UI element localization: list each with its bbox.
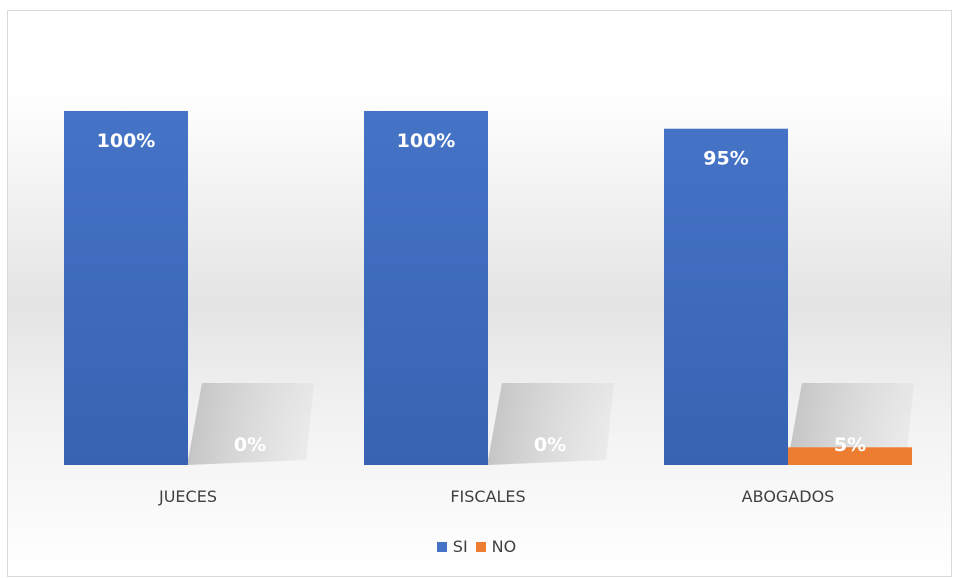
legend-item-no: NO — [475, 537, 517, 556]
bar-si-jueces — [64, 111, 188, 465]
bars — [64, 111, 912, 465]
data-label-no-fiscales: 0% — [534, 434, 566, 456]
data-label-si-fiscales: 100% — [397, 130, 456, 152]
category-labels: JUECES FISCALES ABOGADOS — [158, 487, 834, 506]
shadow-jueces — [188, 383, 314, 465]
data-label-no-jueces: 0% — [234, 434, 266, 456]
data-label-si-abogados: 95% — [703, 148, 748, 170]
legend-label-no: NO — [491, 537, 517, 556]
legend-swatch-si — [436, 541, 447, 552]
shadow-abogados — [788, 383, 914, 465]
data-label-si-jueces: 100% — [97, 130, 156, 152]
legend-swatch-no — [475, 541, 486, 552]
bar-si-abogados — [664, 128, 788, 465]
bar-shadows — [188, 383, 914, 465]
legend-item-si: SI — [436, 537, 468, 556]
data-label-no-abogados: 5% — [834, 434, 866, 456]
category-label-fiscales: FISCALES — [450, 487, 525, 506]
shadow-fiscales — [488, 383, 614, 465]
bar-si-fiscales — [364, 111, 488, 465]
data-labels: 100% 0% 100% 0% 95% 5% — [97, 130, 866, 456]
legend: SI NO — [0, 537, 953, 556]
category-label-abogados: ABOGADOS — [742, 487, 835, 506]
legend-label-si: SI — [452, 537, 468, 556]
bar-no-abogados — [788, 447, 912, 465]
category-label-jueces: JUECES — [158, 487, 217, 506]
